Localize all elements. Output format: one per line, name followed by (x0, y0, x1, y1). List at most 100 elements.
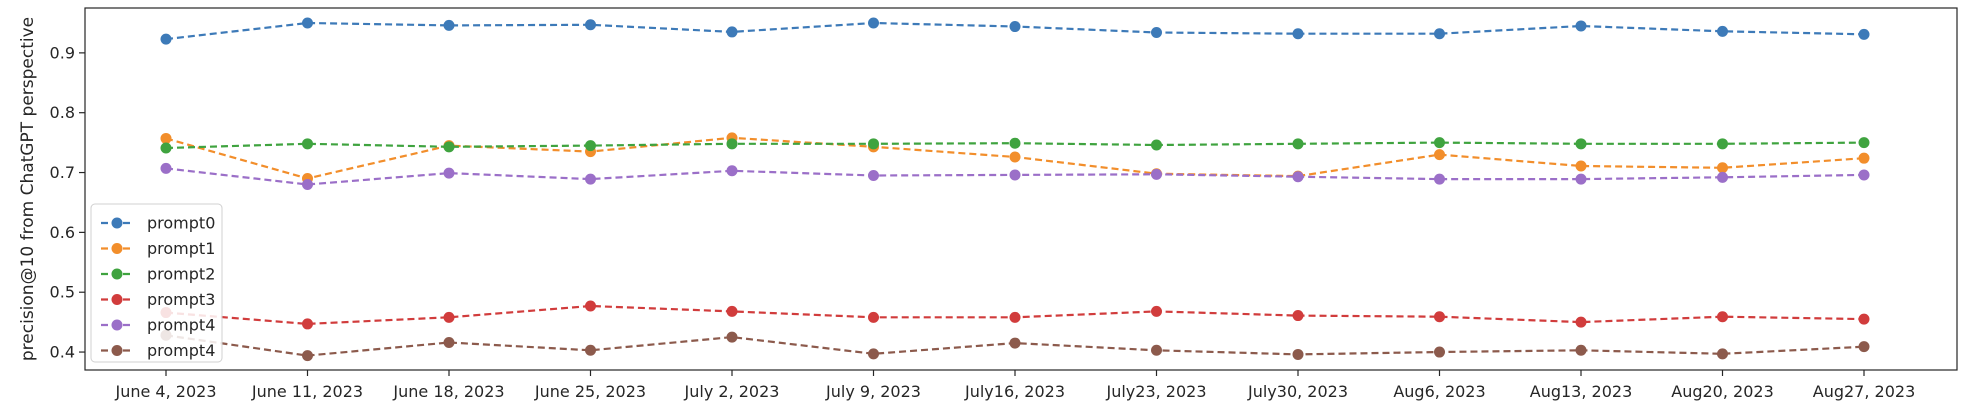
data-point (443, 19, 455, 31)
data-point (1434, 173, 1445, 185)
data-point (1009, 21, 1021, 33)
legend-swatch-marker (111, 268, 123, 280)
data-point (1434, 28, 1445, 40)
y-tick-label: 0.6 (50, 223, 75, 242)
y-axis: 0.4 0.5 0.6 0.7 0.8 0.9 (50, 43, 85, 362)
data-point (1434, 346, 1445, 358)
data-point (1858, 28, 1870, 40)
data-point (302, 17, 313, 29)
data-point (1575, 173, 1587, 185)
y-tick-label: 0.8 (50, 103, 75, 122)
x-tick-label: June 11, 2023 (251, 382, 363, 401)
data-point (726, 26, 738, 38)
x-tick-label: June 25, 2023 (534, 382, 646, 401)
data-point (1434, 311, 1445, 323)
data-point (1009, 169, 1021, 181)
legend-label: prompt4 (147, 341, 215, 360)
x-tick-label: Aug27, 2023 (1813, 382, 1916, 401)
legend-label: prompt2 (147, 265, 215, 284)
legend-label: prompt1 (147, 239, 215, 258)
data-point (302, 350, 313, 362)
data-point (302, 318, 313, 330)
data-point (1009, 151, 1021, 163)
data-point (1292, 348, 1304, 360)
data-point (585, 300, 596, 312)
data-point (1717, 348, 1728, 360)
plot-frame (84, 7, 1958, 371)
series-6 (160, 329, 1870, 362)
x-tick-label: July 9, 2023 (825, 382, 921, 401)
data-point (726, 305, 738, 317)
series-3 (160, 137, 1870, 154)
x-tick-label: July30, 2023 (1247, 382, 1348, 401)
data-point (1575, 344, 1587, 356)
data-point (1575, 138, 1587, 150)
data-point (160, 33, 172, 45)
data-point (1858, 169, 1870, 181)
data-point (443, 311, 455, 323)
legend-entry: prompt3 (101, 290, 215, 309)
data-point (1151, 168, 1162, 180)
data-point (1009, 337, 1021, 349)
data-point (1858, 341, 1870, 353)
data-point (1717, 162, 1728, 174)
data-point (443, 336, 455, 348)
y-axis-label: precision@10 from ChatGPT perspective (18, 17, 38, 361)
x-tick-label: July16, 2023 (964, 382, 1065, 401)
data-point (1575, 20, 1587, 32)
x-tick-label: Aug6, 2023 (1393, 382, 1485, 401)
legend-label: prompt0 (147, 214, 215, 233)
x-tick-label: June 4, 2023 (115, 382, 217, 401)
data-point (1151, 344, 1162, 356)
data-point (160, 162, 172, 174)
x-tick-label: Aug13, 2023 (1530, 382, 1633, 401)
data-point (1858, 137, 1870, 149)
data-point (585, 140, 596, 152)
legend-swatch-marker (111, 217, 123, 229)
legend-label: prompt3 (147, 290, 215, 309)
legend-swatch-marker (111, 345, 123, 356)
data-point (585, 19, 596, 31)
x-tick-label: Aug20, 2023 (1671, 382, 1774, 401)
data-point (726, 165, 738, 177)
data-point (726, 138, 738, 150)
series-5 (160, 162, 1870, 191)
legend-entry: prompt4 (101, 341, 215, 360)
series-4 (160, 300, 1870, 330)
data-point (1717, 311, 1728, 323)
data-point (868, 170, 879, 182)
data-point (1009, 311, 1021, 323)
data-point (1151, 27, 1162, 39)
legend-box (90, 203, 223, 363)
x-tick-label: July 2, 2023 (684, 382, 780, 401)
data-point (585, 344, 596, 356)
data-point (868, 311, 879, 323)
legend-entry: prompt0 (101, 214, 215, 233)
y-tick-label: 0.7 (50, 163, 75, 182)
data-point (443, 167, 455, 179)
data-point (1858, 152, 1870, 164)
data-point (1292, 171, 1304, 183)
legend-entry: prompt4 (101, 316, 215, 335)
data-point (1575, 316, 1587, 328)
legend: prompt0 prompt1 prompt2 prompt3 prompt4 promp… (90, 203, 223, 363)
data-point (1292, 138, 1304, 150)
data-point (868, 348, 879, 360)
legend-entry: prompt2 (101, 265, 215, 284)
data-point (1717, 25, 1728, 37)
data-point (1292, 28, 1304, 40)
data-point (1292, 310, 1304, 322)
data-point (302, 138, 313, 150)
data-point (1434, 149, 1445, 161)
data-point (1575, 160, 1587, 172)
data-point (1009, 137, 1021, 149)
data-point (1151, 139, 1162, 151)
x-tick-label: June 18, 2023 (392, 382, 504, 401)
data-point (302, 179, 313, 191)
data-point (1151, 305, 1162, 317)
x-tick-label: July23, 2023 (1105, 382, 1206, 401)
data-point (868, 17, 879, 29)
data-point (160, 132, 172, 144)
